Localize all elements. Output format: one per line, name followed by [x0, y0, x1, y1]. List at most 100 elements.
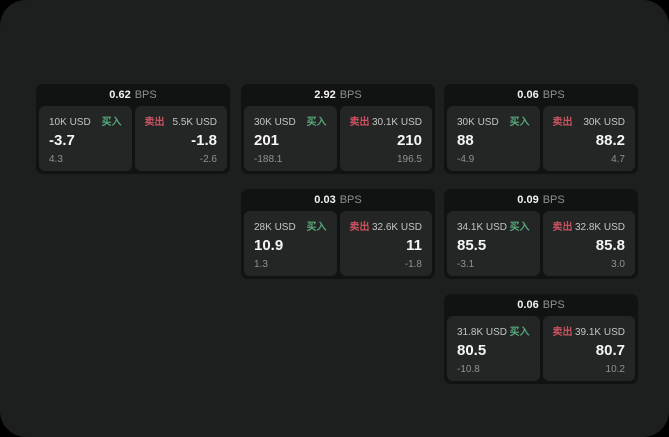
sell-quote-panel[interactable]: 卖出 30K USD 88.2 4.7	[542, 106, 635, 171]
sell-delta: -2.6	[199, 154, 217, 165]
sell-delta: 10.2	[605, 364, 625, 375]
buy-side-label: 买入	[509, 327, 530, 338]
sell-panel-top: 卖出 30K USD	[553, 113, 626, 128]
buy-quote-panel[interactable]: 30K USD 买入 201 -188.1	[244, 106, 337, 171]
sell-delta: -1.8	[404, 259, 422, 270]
buy-panel-top: 28K USD 买入	[254, 218, 327, 233]
sell-price: 11	[406, 236, 422, 254]
sell-panel-top: 卖出 32.6K USD	[350, 218, 423, 233]
bps-spread-header: 0.03 BPS	[241, 189, 435, 211]
buy-quote-panel[interactable]: 31.8K USD 买入 80.5 -10.8	[447, 316, 540, 381]
buy-notional: 34.1K USD	[457, 222, 508, 233]
sell-panel-top: 卖出 5.5K USD	[145, 113, 218, 128]
sell-delta: 4.7	[611, 154, 625, 165]
buy-panel-top: 34.1K USD 买入	[457, 218, 530, 233]
bps-spread-header: 0.06 BPS	[444, 84, 638, 106]
buy-notional: 31.8K USD	[457, 327, 508, 338]
quote-card-body: 10K USD 买入 -3.7 4.3 卖出 5.5K USD -1.8 -2.…	[36, 106, 230, 174]
sell-quote-panel[interactable]: 卖出 5.5K USD -1.8 -2.6	[134, 106, 227, 171]
sell-panel-top: 卖出 30.1K USD	[350, 113, 423, 128]
buy-notional: 10K USD	[49, 117, 91, 128]
quote-card[interactable]: 2.92 BPS 30K USD 买入 201 -188.1 卖出 30.1K …	[241, 84, 435, 174]
sell-price: 88.2	[595, 131, 625, 149]
buy-side-label: 买入	[306, 117, 327, 128]
sell-delta: 3.0	[611, 259, 625, 270]
buy-delta: -188.1	[254, 154, 283, 165]
buy-panel-top: 10K USD 买入	[49, 113, 122, 128]
sell-notional: 30K USD	[583, 117, 625, 128]
sell-price: 80.7	[595, 341, 625, 359]
buy-price: 85.5	[457, 236, 487, 254]
buy-side-label: 买入	[509, 222, 530, 233]
buy-quote-panel[interactable]: 10K USD 买入 -3.7 4.3	[39, 106, 132, 171]
bps-value: 0.06	[517, 89, 539, 101]
buy-delta: -10.8	[457, 364, 480, 375]
buy-price: 10.9	[254, 236, 284, 254]
buy-notional: 30K USD	[254, 117, 296, 128]
sell-price: 85.8	[595, 236, 625, 254]
buy-panel-top: 30K USD 买入	[457, 113, 530, 128]
sell-price: -1.8	[191, 131, 217, 149]
bps-unit: BPS	[542, 89, 565, 101]
sell-side-label: 卖出	[552, 222, 573, 233]
sell-price: 210	[396, 131, 422, 149]
quote-card[interactable]: 0.62 BPS 10K USD 买入 -3.7 4.3 卖出 5.5K USD…	[36, 84, 230, 174]
quote-card-body: 28K USD 买入 10.9 1.3 卖出 32.6K USD 11 -1.8	[241, 211, 435, 279]
bps-unit: BPS	[339, 194, 362, 206]
sell-side-label: 卖出	[552, 117, 573, 128]
sell-quote-panel[interactable]: 卖出 30.1K USD 210 196.5	[339, 106, 432, 171]
bps-value: 0.62	[109, 89, 131, 101]
buy-notional: 30K USD	[457, 117, 499, 128]
quote-card-body: 34.1K USD 买入 85.5 -3.1 卖出 32.8K USD 85.8…	[444, 211, 638, 279]
buy-price: 88	[457, 131, 474, 149]
sell-quote-panel[interactable]: 卖出 39.1K USD 80.7 10.2	[542, 316, 635, 381]
quote-card-body: 30K USD 买入 201 -188.1 卖出 30.1K USD 210 1…	[241, 106, 435, 174]
buy-side-label: 买入	[101, 117, 122, 128]
buy-delta: 1.3	[254, 259, 268, 270]
sell-quote-panel[interactable]: 卖出 32.8K USD 85.8 3.0	[542, 211, 635, 276]
sell-side-label: 卖出	[144, 117, 165, 128]
quote-card[interactable]: 0.06 BPS 31.8K USD 买入 80.5 -10.8 卖出 39.1…	[444, 294, 638, 384]
buy-quote-panel[interactable]: 30K USD 买入 88 -4.9	[447, 106, 540, 171]
quote-card-body: 30K USD 买入 88 -4.9 卖出 30K USD 88.2 4.7	[444, 106, 638, 174]
buy-panel-top: 31.8K USD 买入	[457, 323, 530, 338]
sell-delta: 196.5	[396, 154, 422, 165]
buy-delta: 4.3	[49, 154, 63, 165]
bps-value: 0.09	[517, 194, 539, 206]
bps-spread-header: 0.06 BPS	[444, 294, 638, 316]
buy-side-label: 买入	[306, 222, 327, 233]
sell-panel-top: 卖出 32.8K USD	[553, 218, 626, 233]
bps-value: 2.92	[314, 89, 336, 101]
buy-panel-top: 30K USD 买入	[254, 113, 327, 128]
buy-quote-panel[interactable]: 28K USD 买入 10.9 1.3	[244, 211, 337, 276]
bps-value: 0.03	[314, 194, 336, 206]
buy-quote-panel[interactable]: 34.1K USD 买入 85.5 -3.1	[447, 211, 540, 276]
quote-card[interactable]: 0.09 BPS 34.1K USD 买入 85.5 -3.1 卖出 32.8K…	[444, 189, 638, 279]
bps-spread-header: 0.62 BPS	[36, 84, 230, 106]
sell-quote-panel[interactable]: 卖出 32.6K USD 11 -1.8	[339, 211, 432, 276]
buy-delta: -4.9	[457, 154, 475, 165]
buy-delta: -3.1	[457, 259, 475, 270]
quote-card-body: 31.8K USD 买入 80.5 -10.8 卖出 39.1K USD 80.…	[444, 316, 638, 384]
sell-notional: 32.8K USD	[574, 222, 625, 233]
bps-unit: BPS	[134, 89, 157, 101]
bps-value: 0.06	[517, 299, 539, 311]
bps-unit: BPS	[542, 194, 565, 206]
sell-notional: 30.1K USD	[371, 117, 422, 128]
sell-side-label: 卖出	[349, 117, 370, 128]
sell-notional: 5.5K USD	[172, 117, 217, 128]
quote-card[interactable]: 0.06 BPS 30K USD 买入 88 -4.9 卖出 30K USD 8…	[444, 84, 638, 174]
buy-notional: 28K USD	[254, 222, 296, 233]
buy-side-label: 买入	[509, 117, 530, 128]
sell-notional: 32.6K USD	[371, 222, 422, 233]
bps-unit: BPS	[542, 299, 565, 311]
sell-side-label: 卖出	[349, 222, 370, 233]
quote-card[interactable]: 0.03 BPS 28K USD 买入 10.9 1.3 卖出 32.6K US…	[241, 189, 435, 279]
sell-side-label: 卖出	[552, 327, 573, 338]
buy-price: 80.5	[457, 341, 487, 359]
bps-spread-header: 2.92 BPS	[241, 84, 435, 106]
sell-notional: 39.1K USD	[574, 327, 625, 338]
sell-panel-top: 卖出 39.1K USD	[553, 323, 626, 338]
buy-price: 201	[254, 131, 280, 149]
